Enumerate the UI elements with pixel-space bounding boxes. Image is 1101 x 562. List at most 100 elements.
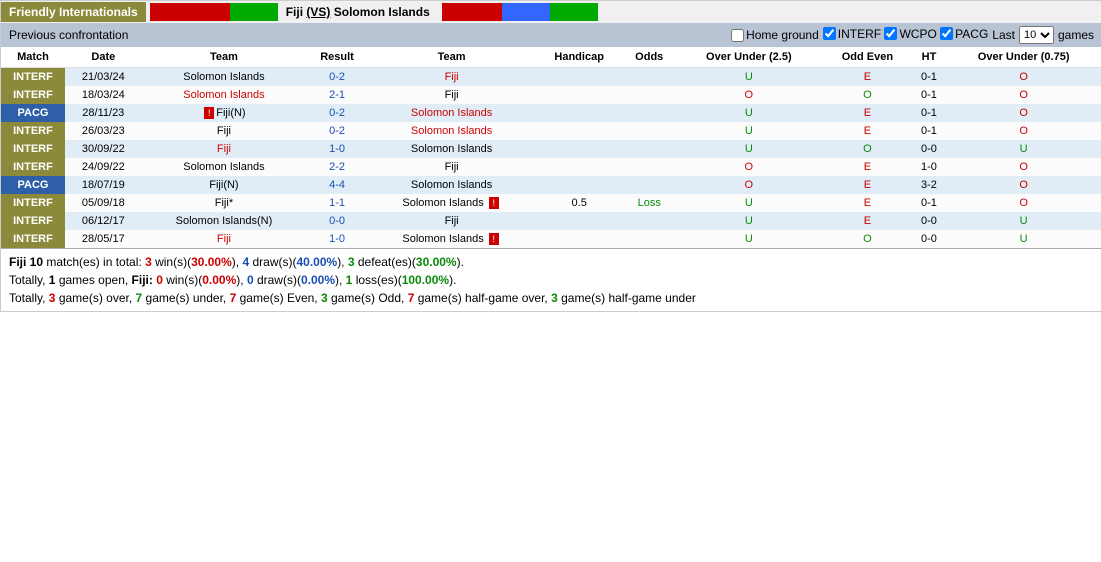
over-under-25: O bbox=[676, 176, 823, 194]
handicap bbox=[535, 140, 623, 158]
team-home: Fiji bbox=[142, 140, 307, 158]
away-team: Solomon Islands bbox=[334, 5, 430, 19]
home-ground-box[interactable] bbox=[731, 29, 744, 42]
away-stripe bbox=[442, 3, 598, 21]
result: 2-2 bbox=[306, 158, 368, 176]
col-header[interactable]: Odd Even bbox=[822, 47, 913, 68]
handicap bbox=[535, 68, 623, 87]
summary-line-2: Totally, 1 games open, Fiji: 0 win(s)(0.… bbox=[9, 271, 1094, 289]
match-date: 05/09/18 bbox=[65, 194, 142, 212]
table-row: INTERF05/09/18Fiji*1-1Solomon Islands !0… bbox=[1, 194, 1101, 212]
odds bbox=[623, 104, 676, 122]
col-header[interactable]: Team bbox=[368, 47, 536, 68]
odd-even: E bbox=[822, 212, 913, 230]
over-under-75: O bbox=[945, 194, 1101, 212]
handicap: 0.5 bbox=[535, 194, 623, 212]
over-under-25: U bbox=[676, 122, 823, 140]
team-away: Solomon Islands bbox=[368, 104, 536, 122]
match-date: 18/07/19 bbox=[65, 176, 142, 194]
over-under-25: U bbox=[676, 140, 823, 158]
odd-even: E bbox=[822, 158, 913, 176]
match-type: INTERF bbox=[1, 230, 65, 248]
half-time: 0-1 bbox=[913, 86, 946, 104]
filter-interf[interactable]: INTERF bbox=[823, 27, 881, 41]
team-home: Fiji(N) bbox=[142, 176, 307, 194]
filter-wcpo[interactable]: WCPO bbox=[884, 27, 936, 41]
over-under-75: U bbox=[945, 230, 1101, 248]
odd-even: E bbox=[822, 176, 913, 194]
match-type: PACG bbox=[1, 176, 65, 194]
odd-even: E bbox=[822, 68, 913, 87]
team-home: Solomon Islands(N) bbox=[142, 212, 307, 230]
match-date: 24/09/22 bbox=[65, 158, 142, 176]
table-row: INTERF28/05/17Fiji1-0Solomon Islands !UO… bbox=[1, 230, 1101, 248]
over-under-25: U bbox=[676, 68, 823, 87]
result: 4-4 bbox=[306, 176, 368, 194]
odds bbox=[623, 122, 676, 140]
result: 0-2 bbox=[306, 104, 368, 122]
team-away: Solomon Islands bbox=[368, 176, 536, 194]
odd-even: O bbox=[822, 140, 913, 158]
handicap bbox=[535, 104, 623, 122]
header-bar: Friendly Internationals Fiji (VS) Solomo… bbox=[1, 1, 1101, 23]
col-header[interactable]: Date bbox=[65, 47, 142, 68]
table-row: INTERF24/09/22Solomon Islands2-2FijiOE1-… bbox=[1, 158, 1101, 176]
team-home: Fiji bbox=[142, 230, 307, 248]
team-away: Solomon Islands ! bbox=[368, 194, 536, 212]
team-home: Solomon Islands bbox=[142, 68, 307, 87]
team-home: !Fiji(N) bbox=[142, 104, 307, 122]
col-header[interactable]: Over Under (2.5) bbox=[676, 47, 823, 68]
header-row: MatchDateTeamResultTeamHandicapOddsOver … bbox=[1, 47, 1101, 68]
summary-block: Fiji 10 match(es) in total: 3 win(s)(30.… bbox=[1, 248, 1101, 311]
half-time: 0-1 bbox=[913, 104, 946, 122]
team-away: Fiji bbox=[368, 158, 536, 176]
col-header[interactable]: HT bbox=[913, 47, 946, 68]
result: 1-1 bbox=[306, 194, 368, 212]
over-under-75: O bbox=[945, 122, 1101, 140]
handicap bbox=[535, 122, 623, 140]
competition-label: Friendly Internationals bbox=[1, 2, 146, 22]
result: 0-2 bbox=[306, 68, 368, 87]
handicap bbox=[535, 230, 623, 248]
h2h-table: MatchDateTeamResultTeamHandicapOddsOver … bbox=[1, 47, 1101, 248]
match-type: INTERF bbox=[1, 212, 65, 230]
home-team: Fiji bbox=[286, 5, 303, 19]
match-type: PACG bbox=[1, 104, 65, 122]
match-date: 28/05/17 bbox=[65, 230, 142, 248]
col-header[interactable]: Team bbox=[142, 47, 307, 68]
half-time: 0-0 bbox=[913, 212, 946, 230]
table-row: INTERF21/03/24Solomon Islands0-2FijiUE0-… bbox=[1, 68, 1101, 87]
games-count-select[interactable]: 10 bbox=[1019, 26, 1054, 44]
col-header[interactable]: Odds bbox=[623, 47, 676, 68]
over-under-75: U bbox=[945, 212, 1101, 230]
match-type: INTERF bbox=[1, 158, 65, 176]
summary-line-3: Totally, 3 game(s) over, 7 game(s) under… bbox=[9, 289, 1094, 307]
table-row: PACG28/11/23!Fiji(N)0-2Solomon IslandsUE… bbox=[1, 104, 1101, 122]
handicap bbox=[535, 176, 623, 194]
half-time: 0-0 bbox=[913, 140, 946, 158]
odd-even: E bbox=[822, 104, 913, 122]
team-away: Solomon Islands bbox=[368, 140, 536, 158]
match-title: Fiji (VS) Solomon Islands bbox=[278, 5, 438, 19]
filter-pacg[interactable]: PACG bbox=[940, 27, 988, 41]
odds bbox=[623, 212, 676, 230]
half-time: 1-0 bbox=[913, 158, 946, 176]
handicap bbox=[535, 158, 623, 176]
team-home: Solomon Islands bbox=[142, 158, 307, 176]
odd-even: E bbox=[822, 122, 913, 140]
col-header[interactable]: Over Under (0.75) bbox=[945, 47, 1101, 68]
home-ground-check[interactable]: Home ground bbox=[731, 28, 819, 42]
col-header[interactable]: Match bbox=[1, 47, 65, 68]
result: 0-2 bbox=[306, 122, 368, 140]
team-away: Solomon Islands bbox=[368, 122, 536, 140]
match-date: 26/03/23 bbox=[65, 122, 142, 140]
over-under-75: O bbox=[945, 176, 1101, 194]
col-header[interactable]: Handicap bbox=[535, 47, 623, 68]
over-under-75: U bbox=[945, 140, 1101, 158]
odds bbox=[623, 140, 676, 158]
result: 2-1 bbox=[306, 86, 368, 104]
last-label: Last bbox=[992, 28, 1015, 42]
summary-line-1: Fiji 10 match(es) in total: 3 win(s)(30.… bbox=[9, 253, 1094, 271]
over-under-25: U bbox=[676, 230, 823, 248]
col-header[interactable]: Result bbox=[306, 47, 368, 68]
